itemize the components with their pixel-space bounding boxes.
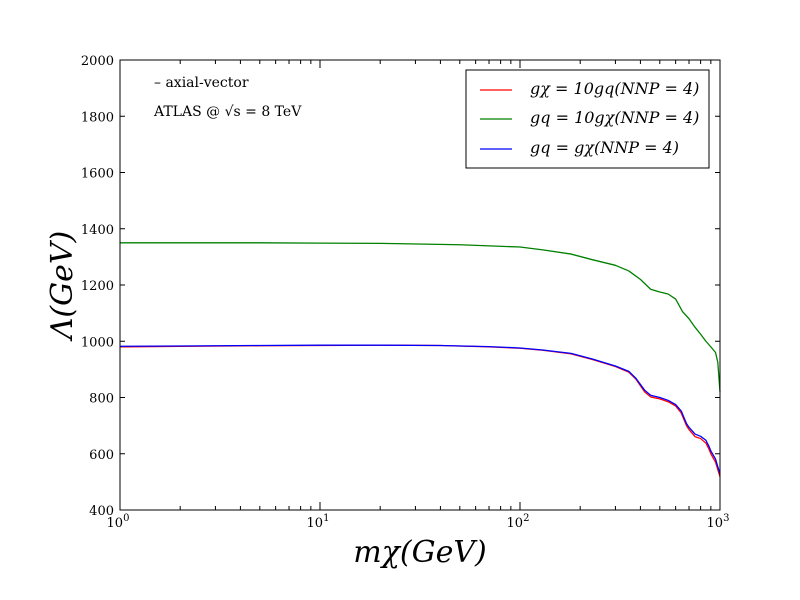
- y-tick-label-2000: 2000: [81, 54, 114, 69]
- x-tick-label-100: 102: [507, 513, 530, 531]
- x-axis-title: mχ(GeV): [353, 535, 486, 570]
- y-tick-label-600: 600: [89, 448, 114, 463]
- y-tick-label-1400: 1400: [81, 223, 114, 238]
- y-tick-label-1200: 1200: [81, 279, 114, 294]
- legend-label-blue: gq = gχ(NNP = 4): [530, 138, 679, 157]
- series-layer: [119, 242, 721, 477]
- legend-label-green: gq = 10gχ(NNP = 4): [530, 108, 699, 127]
- plot-frame: [119, 59, 721, 511]
- series-line-green: [120, 242, 721, 392]
- x-tick-label-1000: 103: [707, 513, 730, 531]
- x-tick-label-10: 101: [307, 513, 330, 531]
- y-tick-label-1800: 1800: [81, 110, 114, 125]
- y-tick-label-800: 800: [89, 392, 114, 407]
- y-tick-label-1000: 1000: [81, 335, 114, 350]
- y-tick-label-400: 400: [89, 504, 114, 519]
- legend: gχ = 10gq(NNP = 4) gq = 10gχ(NNP = 4) gq…: [465, 69, 710, 169]
- annotation-experiment: ATLAS @ √s = 8 TeV: [153, 104, 302, 120]
- y-axis-title: Λ(GeV): [45, 231, 80, 342]
- annotation-model: – axial-vector: [154, 75, 249, 91]
- ticks-layer: 400 600 800 1000 1200 1400 1600 1800 2000 100 101 1…: [81, 54, 730, 531]
- legend-label-red: gχ = 10gq(NNP = 4): [530, 79, 699, 98]
- series-line-blue: [119, 344, 721, 475]
- x-tick-label-1: 100: [107, 513, 130, 531]
- annotation-block: – axial-vector ATLAS @ √s = 8 TeV: [153, 75, 302, 120]
- y-tick-label-1600: 1600: [81, 167, 114, 182]
